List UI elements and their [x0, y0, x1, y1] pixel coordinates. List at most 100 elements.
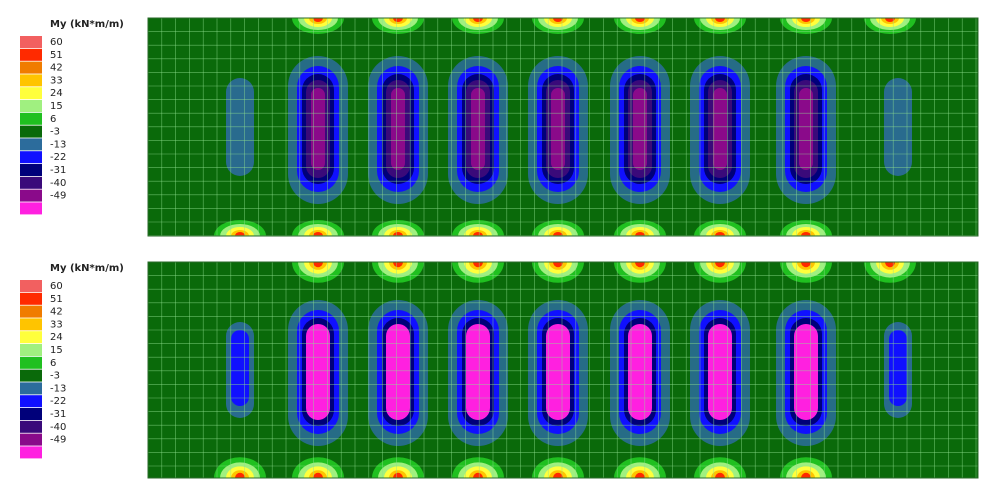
edge-peak [715, 232, 725, 236]
edge-peak [313, 232, 323, 236]
legend-swatch [20, 112, 42, 125]
edge-peak [553, 262, 563, 268]
edge-peak [313, 262, 323, 268]
legend-label: -49 [50, 435, 66, 446]
edge-peak [553, 18, 563, 22]
edge-peak [635, 262, 645, 268]
legend-label: 51 [50, 50, 63, 61]
contour-band [471, 88, 485, 170]
legend-swatch [20, 446, 42, 459]
legend-swatch [20, 305, 42, 318]
legend-swatch [20, 164, 42, 176]
edge-peak [715, 472, 725, 478]
contour-band [546, 324, 570, 420]
edge-peak [635, 472, 645, 478]
legend-label: -13 [50, 139, 66, 150]
legend-swatch [20, 344, 42, 356]
legend-label: 33 [50, 75, 63, 86]
edge-peak [393, 472, 403, 478]
contour-band [889, 330, 907, 406]
legend-label: 51 [50, 294, 63, 305]
contour-band [708, 324, 732, 420]
contour-band [311, 88, 325, 170]
edge-peak [635, 18, 645, 22]
edge-peak [473, 232, 483, 236]
contour-band [231, 330, 249, 406]
legend-swatch [20, 176, 42, 189]
edge-peak [553, 472, 563, 478]
legend-label: -40 [50, 422, 66, 433]
legend-label: 33 [50, 319, 63, 330]
edge-peak [393, 232, 403, 236]
legend-label: -31 [50, 165, 66, 176]
legend-swatch [20, 138, 42, 151]
contour-plot [148, 262, 978, 478]
legend-swatch [20, 433, 42, 446]
legend-swatch [20, 87, 42, 100]
legend-label: 15 [50, 345, 63, 356]
edge-peak [715, 18, 725, 22]
legend-swatch [20, 382, 42, 395]
legend-label: 6 [50, 358, 56, 369]
legend-swatch [20, 151, 42, 164]
edge-peak [635, 232, 645, 236]
edge-peak [801, 18, 811, 22]
legend-label: -22 [50, 152, 66, 163]
legend-title: My (kN*m/m) [50, 19, 124, 30]
legend-swatch [20, 408, 42, 420]
edge-peak [393, 18, 403, 22]
edge-peak [313, 472, 323, 478]
legend-label: -22 [50, 396, 66, 407]
edge-peak [885, 262, 895, 268]
edge-peak [801, 262, 811, 268]
legend-swatch [20, 420, 42, 433]
legend-swatch [20, 36, 42, 48]
edge-peak [393, 262, 403, 268]
legend-swatch [20, 356, 42, 369]
contour-plot [148, 18, 978, 236]
legend-label: 60 [50, 37, 63, 48]
legend-swatch [20, 74, 42, 87]
legend-swatch [20, 61, 42, 74]
legend-label: -13 [50, 383, 66, 394]
legend-swatch [20, 331, 42, 344]
legend-label: 24 [50, 88, 63, 99]
contour-band [466, 324, 490, 420]
legend-label: 15 [50, 101, 63, 112]
legend-swatch [20, 189, 42, 202]
legend-label: 42 [50, 307, 63, 318]
legend-swatch [20, 318, 42, 331]
legend-label: -3 [50, 127, 60, 138]
legend-swatch [20, 369, 42, 382]
contour-band [628, 324, 652, 420]
legend-swatch [20, 292, 42, 305]
legend-label: 6 [50, 114, 56, 125]
legend-label: -31 [50, 409, 66, 420]
edge-peak [801, 232, 811, 236]
contour-band [799, 88, 813, 170]
legend-label: -40 [50, 178, 66, 189]
contour-band [306, 324, 330, 420]
edge-peak [553, 232, 563, 236]
legend-label: -3 [50, 371, 60, 382]
edge-peak [235, 232, 245, 236]
legend-swatch [20, 395, 42, 408]
contour-band [551, 88, 565, 170]
legend-label: 42 [50, 63, 63, 74]
legend-label: 60 [50, 281, 63, 292]
plot-border [147, 261, 979, 479]
contour-band [713, 88, 727, 170]
edge-peak [801, 472, 811, 478]
edge-peak [473, 262, 483, 268]
legend-swatch [20, 125, 42, 138]
edge-peak [473, 472, 483, 478]
legend-swatch [20, 280, 42, 292]
contour-band [794, 324, 818, 420]
edge-peak [313, 18, 323, 22]
legend-swatch [20, 202, 42, 215]
legend-swatch [20, 48, 42, 61]
legend-label: 24 [50, 332, 63, 343]
legend-label: -49 [50, 191, 66, 202]
